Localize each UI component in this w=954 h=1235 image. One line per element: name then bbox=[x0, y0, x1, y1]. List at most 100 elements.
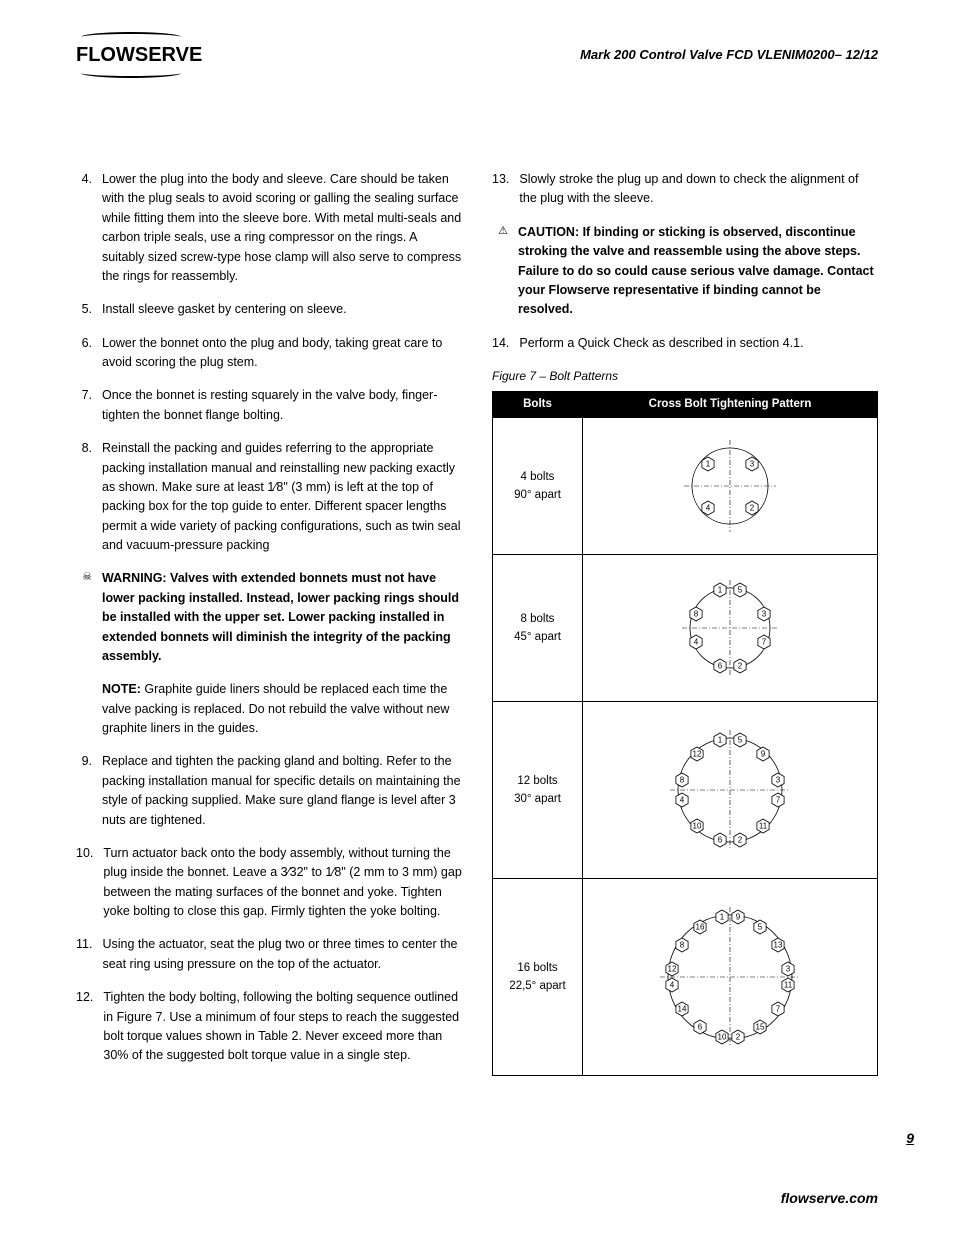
step-num: 6. bbox=[76, 334, 102, 373]
note-text: Graphite guide liners should be replaced… bbox=[102, 682, 449, 735]
step-text: Lower the plug into the body and sleeve.… bbox=[102, 170, 462, 286]
svg-text:5: 5 bbox=[738, 586, 743, 595]
svg-text:14: 14 bbox=[678, 1005, 687, 1014]
svg-text:8: 8 bbox=[680, 776, 685, 785]
svg-text:3: 3 bbox=[776, 776, 781, 785]
caution-block: ⚠ CAUTION: If binding or sticking is obs… bbox=[492, 223, 878, 320]
bolt-label-cell: 12 bolts30° apart bbox=[493, 702, 583, 879]
svg-text:10: 10 bbox=[718, 1033, 727, 1042]
svg-text:3: 3 bbox=[786, 965, 791, 974]
svg-text:12: 12 bbox=[668, 965, 677, 974]
caution-text: CAUTION: If binding or sticking is obser… bbox=[518, 223, 878, 320]
bolt-label-cell: 8 bolts45° apart bbox=[493, 555, 583, 702]
step-num: 9. bbox=[76, 752, 102, 830]
svg-text:10: 10 bbox=[693, 822, 702, 831]
svg-text:11: 11 bbox=[759, 822, 768, 831]
bolt-label-cell: 16 bolts22,5° apart bbox=[493, 879, 583, 1076]
step-14: 14. Perform a Quick Check as described i… bbox=[492, 334, 878, 353]
step-text: Lower the bonnet onto the plug and body,… bbox=[102, 334, 462, 373]
step-num: 14. bbox=[492, 334, 519, 353]
step-num: 12. bbox=[76, 988, 103, 1066]
svg-text:2: 2 bbox=[736, 1033, 741, 1042]
bolt-pattern-diagram: 1 5 9 12 3 8 7 4 11 10 2 6 bbox=[645, 710, 815, 870]
svg-text:13: 13 bbox=[774, 941, 783, 950]
table-row: 16 bolts22,5° apart195161383121147141562… bbox=[493, 879, 878, 1076]
svg-text:9: 9 bbox=[761, 750, 766, 759]
step-text: Tighten the body bolting, following the … bbox=[103, 988, 462, 1066]
bolt-label-cell: 4 bolts90° apart bbox=[493, 418, 583, 555]
step-num: 7. bbox=[76, 386, 102, 425]
th-pattern: Cross Bolt Tightening Pattern bbox=[583, 392, 878, 418]
step-item: 7.Once the bonnet is resting squarely in… bbox=[76, 386, 462, 425]
step-text: Perform a Quick Check as described in se… bbox=[519, 334, 878, 353]
bolt-pattern-cell: 1 5 9 12 3 8 7 4 11 10 2 6 bbox=[583, 702, 878, 879]
logo: FLOWSERVE bbox=[76, 40, 202, 70]
doc-title: Mark 200 Control Valve FCD VLENIM0200– 1… bbox=[580, 45, 878, 65]
page-header: FLOWSERVE Mark 200 Control Valve FCD VLE… bbox=[76, 40, 878, 70]
table-row: 12 bolts30° apart 1 5 9 12 3 8 7 4 11 10 2 6 bbox=[493, 702, 878, 879]
bolt-pattern-cell: 1 5 3 7 2 6 4 8 bbox=[583, 555, 878, 702]
bolt-pattern-cell: 1324 bbox=[583, 418, 878, 555]
th-bolts: Bolts bbox=[493, 392, 583, 418]
svg-text:2: 2 bbox=[738, 836, 743, 845]
svg-text:6: 6 bbox=[718, 836, 723, 845]
svg-text:2: 2 bbox=[738, 662, 743, 671]
svg-text:12: 12 bbox=[693, 750, 702, 759]
svg-text:6: 6 bbox=[698, 1023, 703, 1032]
step-item: 10.Turn actuator back onto the body asse… bbox=[76, 844, 462, 922]
note-block: NOTE: Graphite guide liners should be re… bbox=[102, 680, 462, 738]
step-text: Turn actuator back onto the body assembl… bbox=[103, 844, 462, 922]
step-text: Reinstall the packing and guides referri… bbox=[102, 439, 462, 555]
step-num: 5. bbox=[76, 300, 102, 319]
step-num: 11. bbox=[76, 935, 102, 974]
svg-text:5: 5 bbox=[738, 736, 743, 745]
step-item: 11.Using the actuator, seat the plug two… bbox=[76, 935, 462, 974]
note-label: NOTE: bbox=[102, 682, 141, 696]
svg-text:7: 7 bbox=[776, 1005, 781, 1014]
bolt-pattern-cell: 19516138312114714156210 bbox=[583, 879, 878, 1076]
figure-caption: Figure 7 – Bolt Patterns bbox=[492, 367, 878, 385]
warning-text: WARNING: Valves with extended bonnets mu… bbox=[102, 569, 462, 666]
svg-text:1: 1 bbox=[706, 460, 711, 469]
svg-text:8: 8 bbox=[694, 610, 699, 619]
bolt-pattern-diagram: 1 5 3 7 2 6 4 8 bbox=[660, 563, 800, 693]
svg-text:7: 7 bbox=[762, 638, 767, 647]
step-text: Replace and tighten the packing gland an… bbox=[102, 752, 462, 830]
svg-text:1: 1 bbox=[718, 736, 723, 745]
step-item: 5. Install sleeve gasket by centering on… bbox=[76, 300, 462, 319]
step-item: 12.Tighten the body bolting, following t… bbox=[76, 988, 462, 1066]
step-num: 8. bbox=[76, 439, 102, 555]
svg-text:4: 4 bbox=[670, 981, 675, 990]
svg-text:1: 1 bbox=[718, 586, 723, 595]
svg-text:2: 2 bbox=[750, 504, 755, 513]
step-text: Slowly stroke the plug up and down to ch… bbox=[519, 170, 878, 209]
bolt-pattern-diagram: 1324 bbox=[665, 426, 795, 546]
bolt-pattern-diagram: 19516138312114714156210 bbox=[635, 887, 825, 1067]
warning-block: ☠ WARNING: Valves with extended bonnets … bbox=[76, 569, 462, 666]
step-13: 13. Slowly stroke the plug up and down t… bbox=[492, 170, 878, 209]
svg-text:15: 15 bbox=[756, 1023, 765, 1032]
svg-text:4: 4 bbox=[680, 796, 685, 805]
svg-text:9: 9 bbox=[736, 913, 741, 922]
logo-text: FLOWSERVE bbox=[76, 44, 202, 66]
svg-text:1: 1 bbox=[720, 913, 725, 922]
step-item: 4.Lower the plug into the body and sleev… bbox=[76, 170, 462, 286]
svg-text:6: 6 bbox=[718, 662, 723, 671]
left-column: 4.Lower the plug into the body and sleev… bbox=[76, 170, 462, 1080]
step-num: 13. bbox=[492, 170, 519, 209]
step-text: Using the actuator, seat the plug two or… bbox=[102, 935, 462, 974]
table-row: 4 bolts90° apart1324 bbox=[493, 418, 878, 555]
svg-text:3: 3 bbox=[762, 610, 767, 619]
step-item: 9.Replace and tighten the packing gland … bbox=[76, 752, 462, 830]
footer-site: flowserve.com bbox=[781, 1188, 878, 1209]
step-text: Install sleeve gasket by centering on sl… bbox=[102, 300, 462, 319]
page-number: 9 bbox=[906, 1128, 914, 1149]
step-num: 4. bbox=[76, 170, 102, 286]
svg-text:4: 4 bbox=[694, 638, 699, 647]
right-column: 13. Slowly stroke the plug up and down t… bbox=[492, 170, 878, 1080]
warning-triangle-icon: ⚠ bbox=[492, 223, 518, 320]
svg-text:3: 3 bbox=[750, 460, 755, 469]
svg-text:5: 5 bbox=[758, 923, 763, 932]
step-item: 6.Lower the bonnet onto the plug and bod… bbox=[76, 334, 462, 373]
svg-text:7: 7 bbox=[776, 796, 781, 805]
